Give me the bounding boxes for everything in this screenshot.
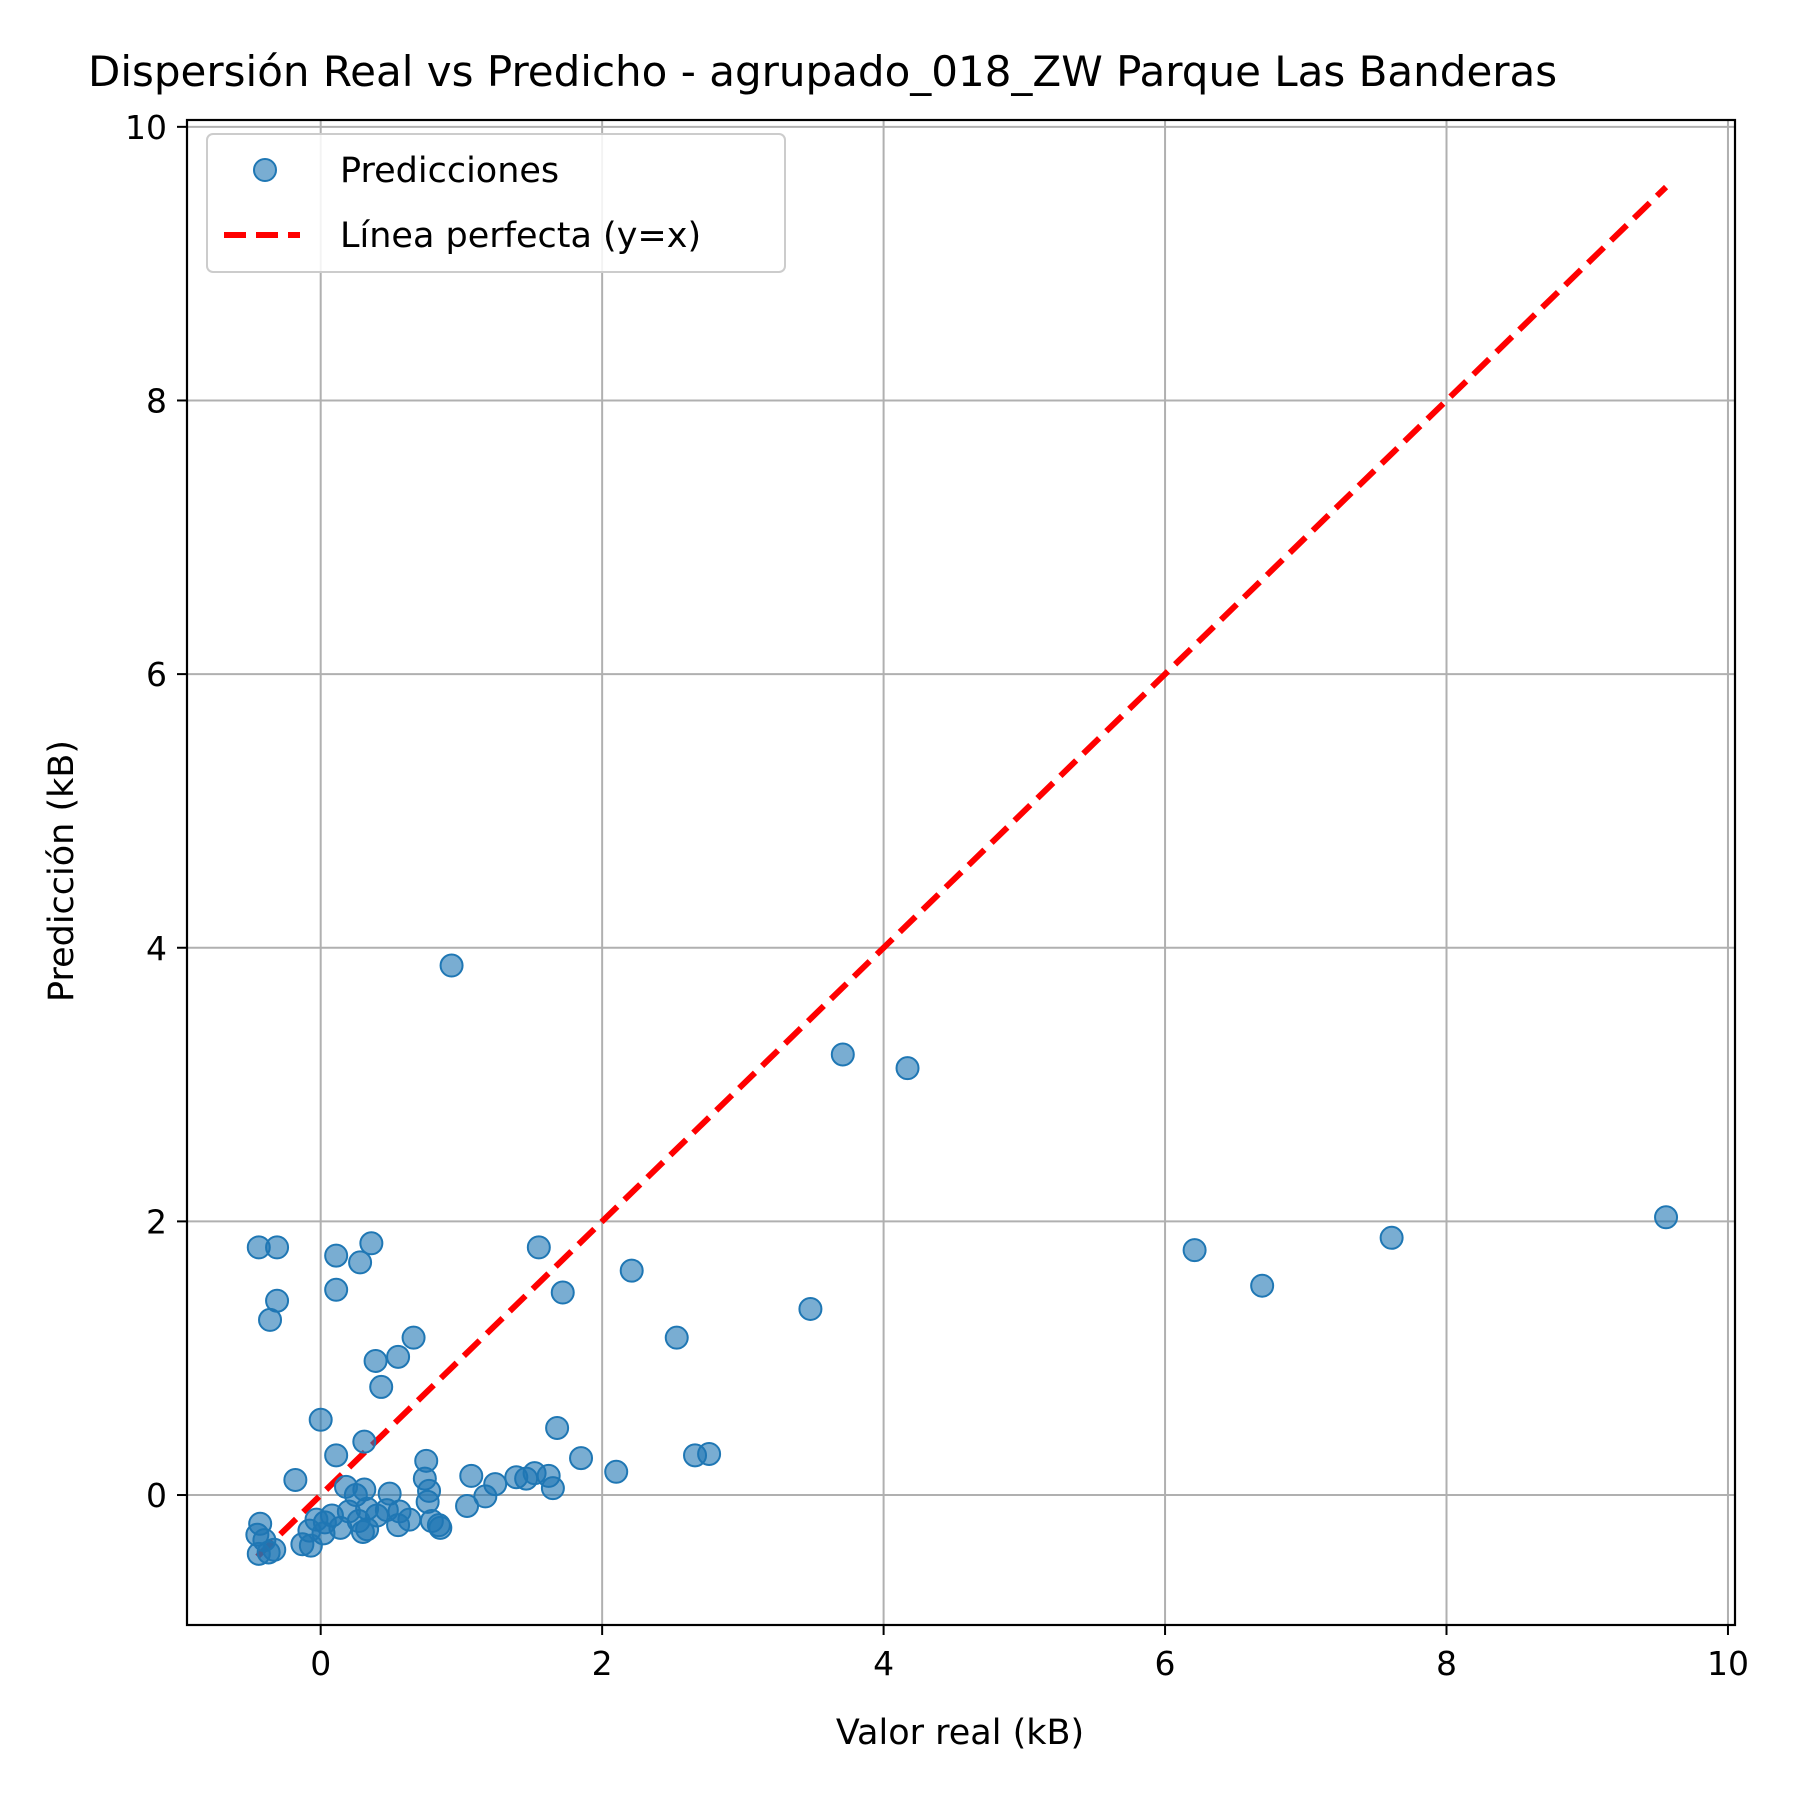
scatter-point — [386, 1344, 411, 1369]
scatter-point — [545, 1415, 570, 1440]
grid-lines — [187, 120, 1735, 1625]
scatter-point — [258, 1307, 283, 1332]
y-tick-label: 6 — [146, 655, 167, 694]
scatter-point — [246, 1541, 271, 1566]
y-tick-label: 4 — [146, 929, 167, 968]
scatter-point — [348, 1250, 373, 1275]
scatter-point — [386, 1513, 411, 1538]
scatter-point — [526, 1235, 551, 1260]
scatter-point — [352, 1429, 377, 1454]
y-axis-label: Predicción (kB) — [42, 740, 82, 1002]
scatter-point — [540, 1476, 565, 1501]
scatter-point — [363, 1348, 388, 1373]
scatter-point — [473, 1484, 498, 1509]
x-tick-label: 4 — [873, 1644, 894, 1683]
scatter-point — [604, 1459, 629, 1484]
y-tick-label: 0 — [146, 1476, 167, 1515]
scatter-point — [697, 1441, 722, 1466]
scatter-point — [1654, 1205, 1679, 1230]
scatter-point — [459, 1463, 484, 1488]
scatter-point — [359, 1231, 384, 1256]
scatter-point — [830, 1042, 855, 1067]
x-tick-label: 2 — [592, 1644, 613, 1683]
scatter-point — [428, 1515, 453, 1540]
x-tick-label: 10 — [1707, 1644, 1749, 1683]
y-tick-label: 10 — [125, 108, 167, 147]
legend: Predicciones Línea perfecta (y=x) — [206, 133, 786, 273]
x-tick-label: 6 — [1155, 1644, 1176, 1683]
data-points — [245, 953, 1679, 1566]
y-tick-label: 2 — [146, 1202, 167, 1241]
scatter-point — [619, 1258, 644, 1283]
scatter-point — [369, 1374, 394, 1399]
scatter-point — [550, 1280, 575, 1305]
legend-label-predicciones: Predicciones — [340, 151, 559, 191]
perfect-line — [255, 184, 1669, 1559]
legend-box — [206, 133, 786, 273]
y-tick-label: 8 — [146, 381, 167, 420]
scatter-point — [283, 1467, 308, 1492]
y-axis-ticks: 0 2 4 6 8 10 — [125, 108, 187, 1515]
chart-title: Dispersión Real vs Predicho - agrupado_0… — [88, 47, 1557, 96]
scatter-point — [298, 1533, 323, 1558]
scatter-point — [1182, 1238, 1207, 1263]
x-axis-label: Valor real (kB) — [836, 1713, 1084, 1753]
scatter-point — [439, 953, 464, 978]
scatter-point — [798, 1296, 823, 1321]
scatter-point — [324, 1277, 349, 1302]
scatter-point — [664, 1325, 689, 1350]
scatter-point — [569, 1446, 594, 1471]
x-axis-ticks: 0 2 4 6 8 10 — [310, 1625, 1749, 1683]
x-tick-label: 8 — [1436, 1644, 1457, 1683]
reference-line-layer — [255, 184, 1669, 1559]
scatter-point — [401, 1325, 426, 1350]
legend-scatter-marker — [253, 158, 277, 182]
legend-label-linea-perfecta: Línea perfecta (y=x) — [340, 216, 701, 256]
scatter-point — [324, 1243, 349, 1268]
scatter-point — [455, 1493, 480, 1518]
plot-frame — [185, 118, 1737, 1627]
scatter-point — [1379, 1225, 1404, 1250]
scatter-point — [265, 1235, 290, 1260]
scatter-point — [1250, 1273, 1275, 1298]
scatter-point — [334, 1474, 359, 1499]
scatter-point — [324, 1443, 349, 1468]
scatter-point — [350, 1519, 375, 1544]
scatter-point — [895, 1056, 920, 1081]
scatter-point — [308, 1407, 333, 1432]
x-tick-label: 0 — [310, 1644, 331, 1683]
